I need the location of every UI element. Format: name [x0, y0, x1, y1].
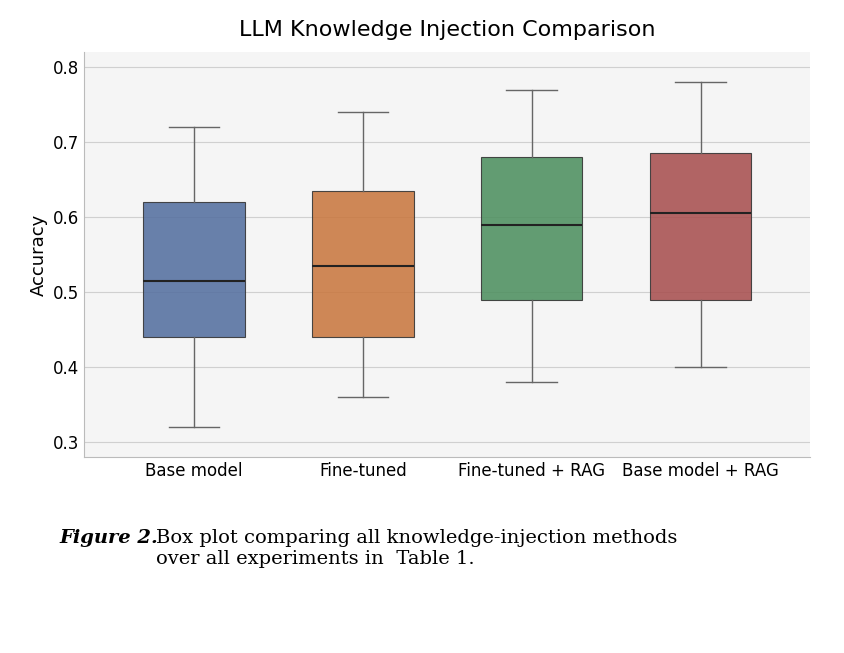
PathPatch shape: [143, 202, 245, 337]
PathPatch shape: [650, 153, 751, 300]
Text: Figure 2.: Figure 2.: [59, 529, 158, 547]
Y-axis label: Accuracy: Accuracy: [30, 214, 47, 296]
Title: LLM Knowledge Injection Comparison: LLM Knowledge Injection Comparison: [239, 20, 656, 40]
PathPatch shape: [481, 157, 582, 300]
Text: Box plot comparing all knowledge-injection methods
over all experiments in  Tabl: Box plot comparing all knowledge-injecti…: [156, 529, 678, 567]
PathPatch shape: [312, 191, 414, 337]
